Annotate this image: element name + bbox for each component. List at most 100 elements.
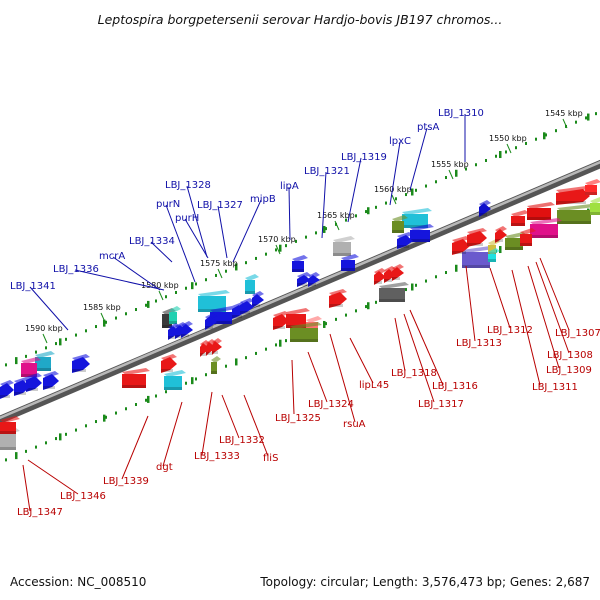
- scale-label: 1565 kbp: [317, 211, 355, 220]
- major-tick: [587, 113, 590, 121]
- gene-feature: [329, 289, 347, 308]
- gene-label: LBJ_1336: [53, 264, 99, 275]
- tick-dot: [465, 167, 467, 171]
- scale-label: 1590 kbp: [25, 324, 63, 333]
- gene-feature: [292, 255, 308, 272]
- tick-dot: [295, 239, 297, 243]
- tick-dot: [115, 411, 117, 415]
- major-tick: [455, 169, 458, 177]
- tick-dot: [475, 163, 477, 167]
- gene-feature: [212, 338, 222, 355]
- gene-label: fliS: [263, 453, 278, 464]
- major-tick: [15, 452, 18, 460]
- accession-text: Accession: NC_008510: [10, 575, 146, 589]
- leader-line: [389, 141, 401, 206]
- tick-dot: [195, 282, 197, 286]
- scale-label: 1550 kbp: [489, 134, 527, 143]
- gene-label: LBJ_1312: [487, 325, 533, 336]
- gene-features: [0, 179, 600, 450]
- scale-label: 1570 kbp: [258, 235, 296, 244]
- leader-line: [162, 401, 183, 467]
- tick-dot: [255, 256, 257, 260]
- major-tick: [367, 207, 370, 215]
- tick-dot: [435, 275, 437, 279]
- tick-dot: [65, 432, 67, 436]
- leader-line: [321, 171, 327, 239]
- gene-label: lipA: [280, 181, 299, 192]
- tick-dot: [165, 390, 167, 394]
- scale-label-tick: [334, 220, 340, 231]
- gene-feature: [374, 268, 386, 285]
- leader-line: [243, 394, 269, 457]
- gene-label: LBJ_1321: [304, 166, 350, 177]
- gene-label: LBJ_1310: [438, 108, 484, 119]
- tick-dot: [145, 398, 147, 402]
- leader-line: [307, 351, 328, 403]
- gene-feature: [290, 322, 322, 342]
- tick-dot: [285, 339, 287, 343]
- gene-feature: [520, 228, 536, 246]
- scale-label: 1555 kbp: [431, 160, 469, 169]
- tick-dot: [105, 320, 107, 324]
- major-tick: [411, 188, 414, 196]
- tick-dot: [75, 333, 77, 337]
- gene-feature: [452, 236, 470, 255]
- scale-label-tick: [158, 290, 164, 301]
- tick-dot: [175, 290, 177, 294]
- gene-feature: [161, 354, 177, 373]
- tick-dot: [305, 235, 307, 239]
- tick-dot: [205, 373, 207, 377]
- gene-feature: [181, 321, 193, 338]
- summary-text: Topology: circular; Length: 3,576,473 bp…: [259, 575, 590, 589]
- leader-line: [186, 185, 208, 258]
- tick-dot: [395, 197, 397, 201]
- scale-label: 1545 kbp: [545, 109, 583, 118]
- tick-dot: [135, 403, 137, 407]
- gene-feature: [341, 254, 359, 271]
- leader-line: [29, 286, 69, 331]
- gene-label: dgt: [156, 462, 173, 473]
- gene-feature: [479, 200, 491, 217]
- leader-line: [112, 256, 161, 291]
- gene-feature: [14, 377, 30, 396]
- tick-dot: [405, 288, 407, 292]
- tick-dot: [115, 316, 117, 320]
- leader-line: [489, 267, 511, 329]
- gene-label: mcrA: [99, 251, 125, 262]
- scale-label: 1580 kbp: [141, 281, 179, 290]
- tick-dot: [485, 158, 487, 162]
- tick-dot: [45, 346, 47, 350]
- gene-label: LBJ_1333: [194, 451, 240, 462]
- major-tick: [499, 151, 502, 159]
- gene-label: ptsA: [417, 122, 439, 133]
- leader-line: [22, 464, 31, 512]
- tick-dot: [75, 428, 77, 432]
- tick-dot: [545, 133, 547, 137]
- leader-line: [121, 415, 149, 480]
- tick-dot: [205, 278, 207, 282]
- tick-dot: [285, 244, 287, 248]
- scale-label: 1575 kbp: [200, 259, 238, 268]
- tick-dot: [535, 137, 537, 141]
- gene-label: LBJ_1316: [432, 381, 478, 392]
- tick-dot: [325, 322, 327, 326]
- gene-label: LBJ_1347: [17, 507, 63, 518]
- tick-dot: [435, 180, 437, 184]
- tick-dot: [185, 286, 187, 290]
- leader-line: [409, 309, 444, 386]
- tick-dot: [355, 309, 357, 313]
- gene-label: LBJ_1339: [103, 476, 149, 487]
- gene-feature: [308, 272, 320, 287]
- tick-dot: [45, 441, 47, 445]
- tick-dot: [215, 273, 217, 277]
- leader-line: [27, 459, 79, 495]
- major-tick: [191, 377, 194, 385]
- tick-dot: [155, 394, 157, 398]
- gene-feature: [333, 236, 355, 256]
- scale-label: 1585 kbp: [83, 303, 121, 312]
- gene-label: LBJ_1319: [341, 152, 387, 163]
- tick-dot: [105, 415, 107, 419]
- gene-feature: [488, 248, 500, 262]
- tick-dot: [425, 184, 427, 188]
